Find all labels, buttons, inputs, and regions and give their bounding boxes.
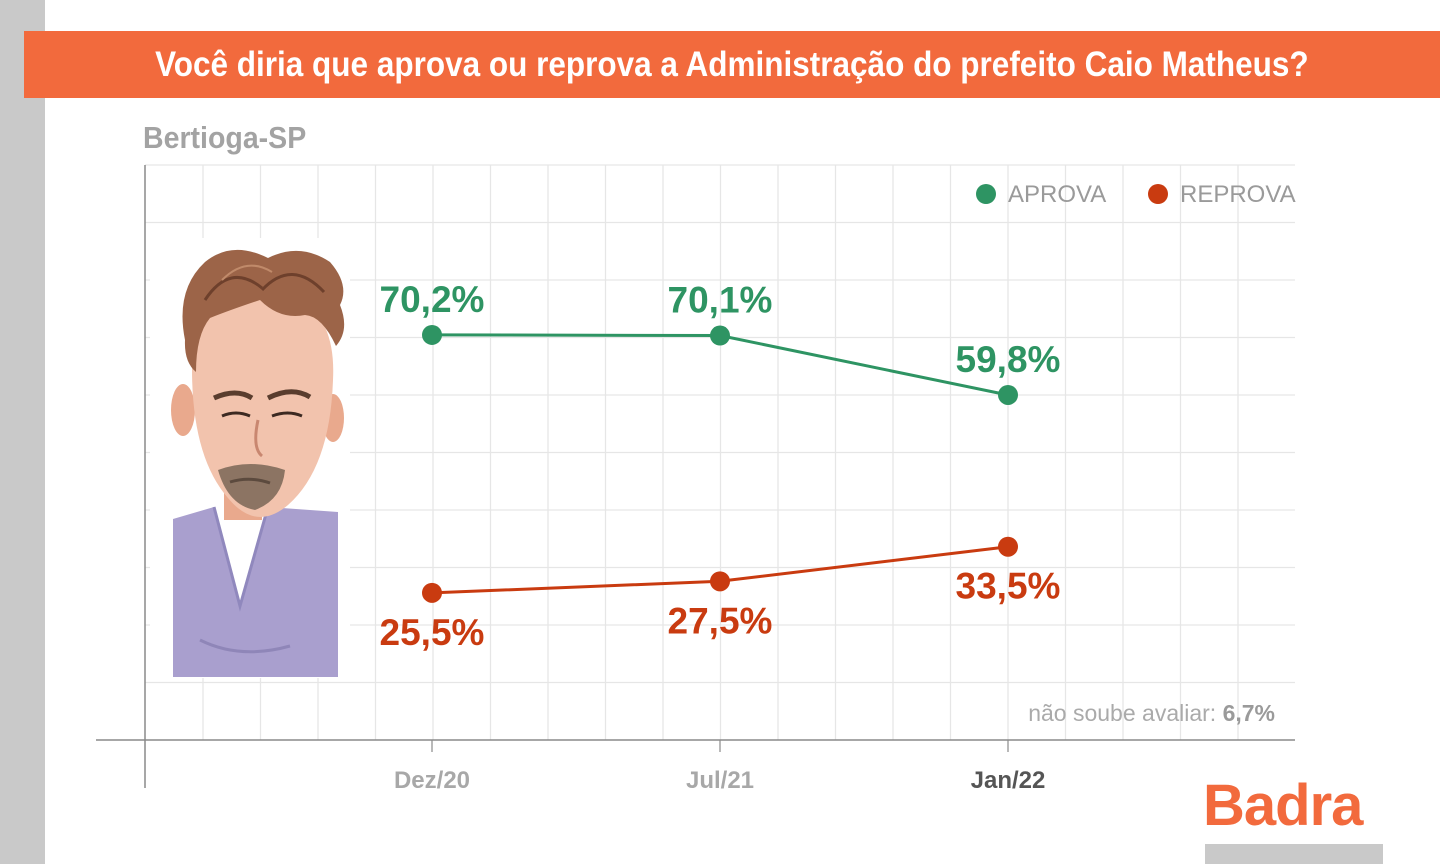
data-label: 59,8% — [956, 339, 1061, 380]
data-point — [422, 324, 442, 345]
legend-marker — [1148, 184, 1168, 204]
series-markers — [422, 324, 1018, 603]
data-label: 70,1% — [668, 280, 773, 321]
chart-legend: APROVA REPROVA — [976, 181, 1296, 208]
data-point — [998, 536, 1018, 557]
footnote: não soube avaliar: 6,7% — [1028, 700, 1275, 726]
x-tick-label: Dez/20 — [394, 767, 470, 794]
brand-logo: Badra — [1203, 773, 1363, 838]
footnote-value: 6,7% — [1223, 700, 1275, 726]
caricature-illustration — [150, 238, 350, 678]
data-label: 27,5% — [668, 600, 773, 641]
data-point — [998, 384, 1018, 405]
page-title: Você diria que aprova ou reprova a Admin… — [155, 44, 1309, 84]
left-decorative-strip — [0, 0, 45, 864]
title-banner: Você diria que aprova ou reprova a Admin… — [24, 31, 1440, 98]
data-label: 70,2% — [380, 279, 485, 320]
data-point — [710, 571, 730, 592]
data-labels: 70,2% 70,1% 59,8% 25,5% 27,5% 33,5% — [380, 279, 1061, 653]
footnote-label: não soube avaliar: — [1028, 700, 1216, 726]
data-label: 25,5% — [380, 612, 485, 653]
x-tick-label: Jan/22 — [971, 767, 1046, 794]
x-tick-label: Jul/21 — [686, 767, 754, 794]
brand-underline — [1205, 844, 1383, 864]
data-point — [422, 582, 442, 603]
legend-marker — [976, 184, 996, 204]
x-axis-ticks: Dez/20 Jul/21 Jan/22 — [394, 740, 1045, 794]
legend-label: REPROVA — [1180, 181, 1296, 208]
data-point — [710, 325, 730, 346]
region-label: Bertioga-SP — [143, 120, 307, 155]
legend-label: APROVA — [1008, 181, 1106, 208]
data-label: 33,5% — [956, 566, 1061, 607]
